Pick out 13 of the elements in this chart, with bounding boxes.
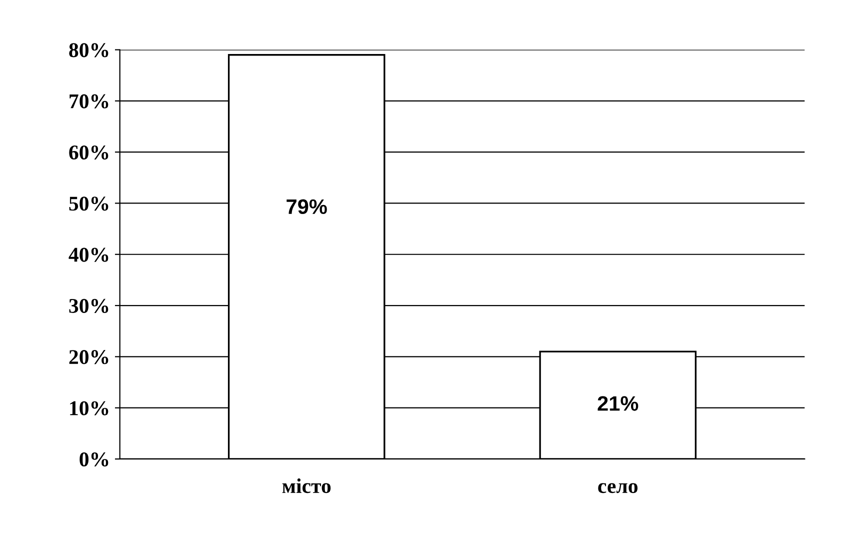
x-tick-label: село bbox=[598, 483, 638, 494]
y-tick-label: 10% bbox=[70, 401, 108, 416]
y-tick-label: 70% bbox=[70, 94, 108, 108]
data-label: 21% bbox=[598, 396, 638, 411]
x-tick-label: місто bbox=[282, 478, 331, 494]
y-tick-label: 50% bbox=[69, 196, 108, 211]
y-tick-label: 30% bbox=[69, 298, 108, 314]
y-tick-label: 80% bbox=[69, 43, 108, 58]
data-label: 79% bbox=[286, 199, 327, 214]
y-tick-label: 0% bbox=[80, 452, 108, 466]
y-tick-label: 40% bbox=[68, 248, 108, 262]
y-tick-label: 60% bbox=[69, 145, 108, 160]
y-tick-label: 20% bbox=[69, 350, 108, 364]
